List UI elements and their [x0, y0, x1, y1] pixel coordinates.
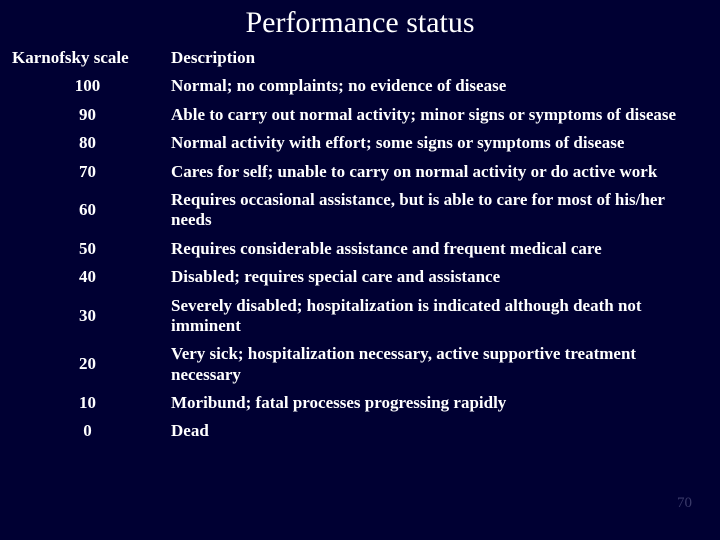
table-row: 30 Severely disabled; hospitalization is…: [10, 292, 710, 341]
table-header-row: Karnofsky scale Description: [10, 44, 710, 72]
col-header-description: Description: [165, 44, 710, 72]
description-cell: Requires considerable assistance and fre…: [165, 235, 710, 263]
slide-title: Performance status: [10, 6, 710, 40]
table-row: 10 Moribund; fatal processes progressing…: [10, 389, 710, 417]
table-row: 20 Very sick; hospitalization necessary,…: [10, 340, 710, 389]
table-row: 60 Requires occasional assistance, but i…: [10, 186, 710, 235]
scale-cell: 40: [10, 263, 165, 291]
page-number: 70: [677, 495, 692, 512]
description-cell: Requires occasional assistance, but is a…: [165, 186, 710, 235]
description-cell: Severely disabled; hospitalization is in…: [165, 292, 710, 341]
table-row: 70 Cares for self; unable to carry on no…: [10, 158, 710, 186]
karnofsky-table: Karnofsky scale Description 100 Normal; …: [10, 44, 710, 446]
description-cell: Normal; no complaints; no evidence of di…: [165, 72, 710, 100]
description-cell: Cares for self; unable to carry on norma…: [165, 158, 710, 186]
scale-cell: 50: [10, 235, 165, 263]
description-cell: Moribund; fatal processes progressing ra…: [165, 389, 710, 417]
description-cell: Normal activity with effort; some signs …: [165, 129, 710, 157]
description-cell: Very sick; hospitalization necessary, ac…: [165, 340, 710, 389]
scale-cell: 0: [10, 417, 165, 445]
table-row: 100 Normal; no complaints; no evidence o…: [10, 72, 710, 100]
description-cell: Dead: [165, 417, 710, 445]
description-cell: Disabled; requires special care and assi…: [165, 263, 710, 291]
table-row: 40 Disabled; requires special care and a…: [10, 263, 710, 291]
scale-cell: 100: [10, 72, 165, 100]
table-row: 0 Dead: [10, 417, 710, 445]
scale-cell: 20: [10, 340, 165, 389]
scale-cell: 30: [10, 292, 165, 341]
col-header-scale: Karnofsky scale: [10, 44, 165, 72]
description-cell: Able to carry out normal activity; minor…: [165, 101, 710, 129]
table-row: 50 Requires considerable assistance and …: [10, 235, 710, 263]
scale-cell: 80: [10, 129, 165, 157]
scale-cell: 10: [10, 389, 165, 417]
scale-cell: 60: [10, 186, 165, 235]
table-row: 80 Normal activity with effort; some sig…: [10, 129, 710, 157]
table-row: 90 Able to carry out normal activity; mi…: [10, 101, 710, 129]
scale-cell: 70: [10, 158, 165, 186]
scale-cell: 90: [10, 101, 165, 129]
